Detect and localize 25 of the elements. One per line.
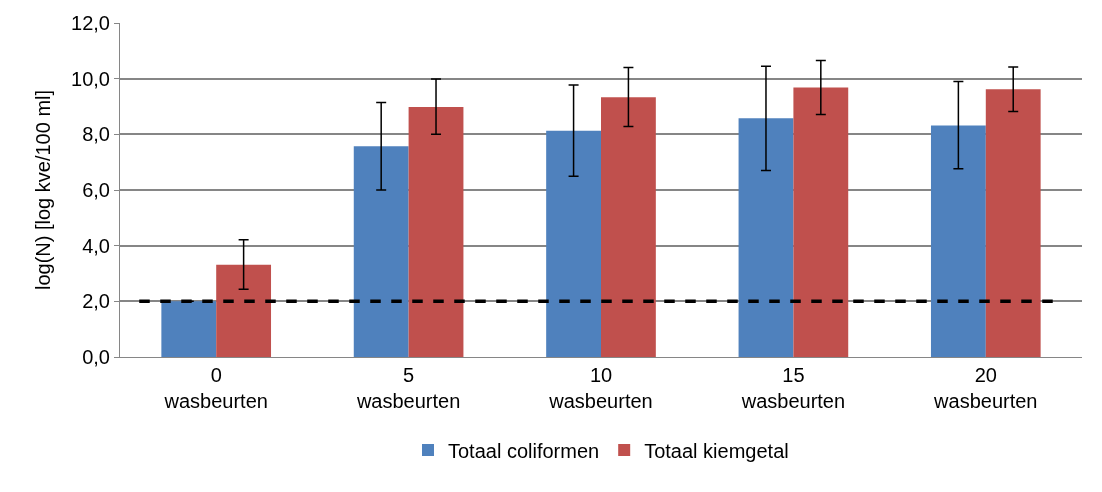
bar xyxy=(408,107,464,357)
y-tick-label: 2,0 xyxy=(82,290,110,313)
bar xyxy=(738,118,794,357)
bar xyxy=(930,125,986,357)
bar xyxy=(161,301,217,357)
legend-label: Totaal coliformen xyxy=(448,439,600,462)
y-axis-title: log(N) [log kve/100 ml] xyxy=(31,89,54,291)
y-tick-label: 4,0 xyxy=(82,234,110,257)
bar xyxy=(793,87,849,357)
bar xyxy=(985,89,1041,357)
legend-label: Totaal kiemgetal xyxy=(644,439,789,462)
x-tick-label: 10 wasbeurten xyxy=(548,364,653,412)
y-tick-label: 8,0 xyxy=(82,123,110,146)
bar xyxy=(546,130,601,357)
y-tick-label: 12,0 xyxy=(71,12,110,34)
bar xyxy=(216,264,272,357)
x-tick-label: 15 wasbeurten xyxy=(740,364,846,412)
x-tick-label: 0 wasbeurten xyxy=(163,364,268,412)
x-tick-label: 20 wasbeurten xyxy=(933,364,1038,412)
y-tick-label: 0,0 xyxy=(82,346,110,368)
x-tick-label: 5 wasbeurten xyxy=(355,364,461,412)
y-tick-label: 6,0 xyxy=(82,179,110,201)
bar xyxy=(601,97,656,357)
bar xyxy=(353,146,409,357)
y-tick-label: 10,0 xyxy=(71,67,110,90)
